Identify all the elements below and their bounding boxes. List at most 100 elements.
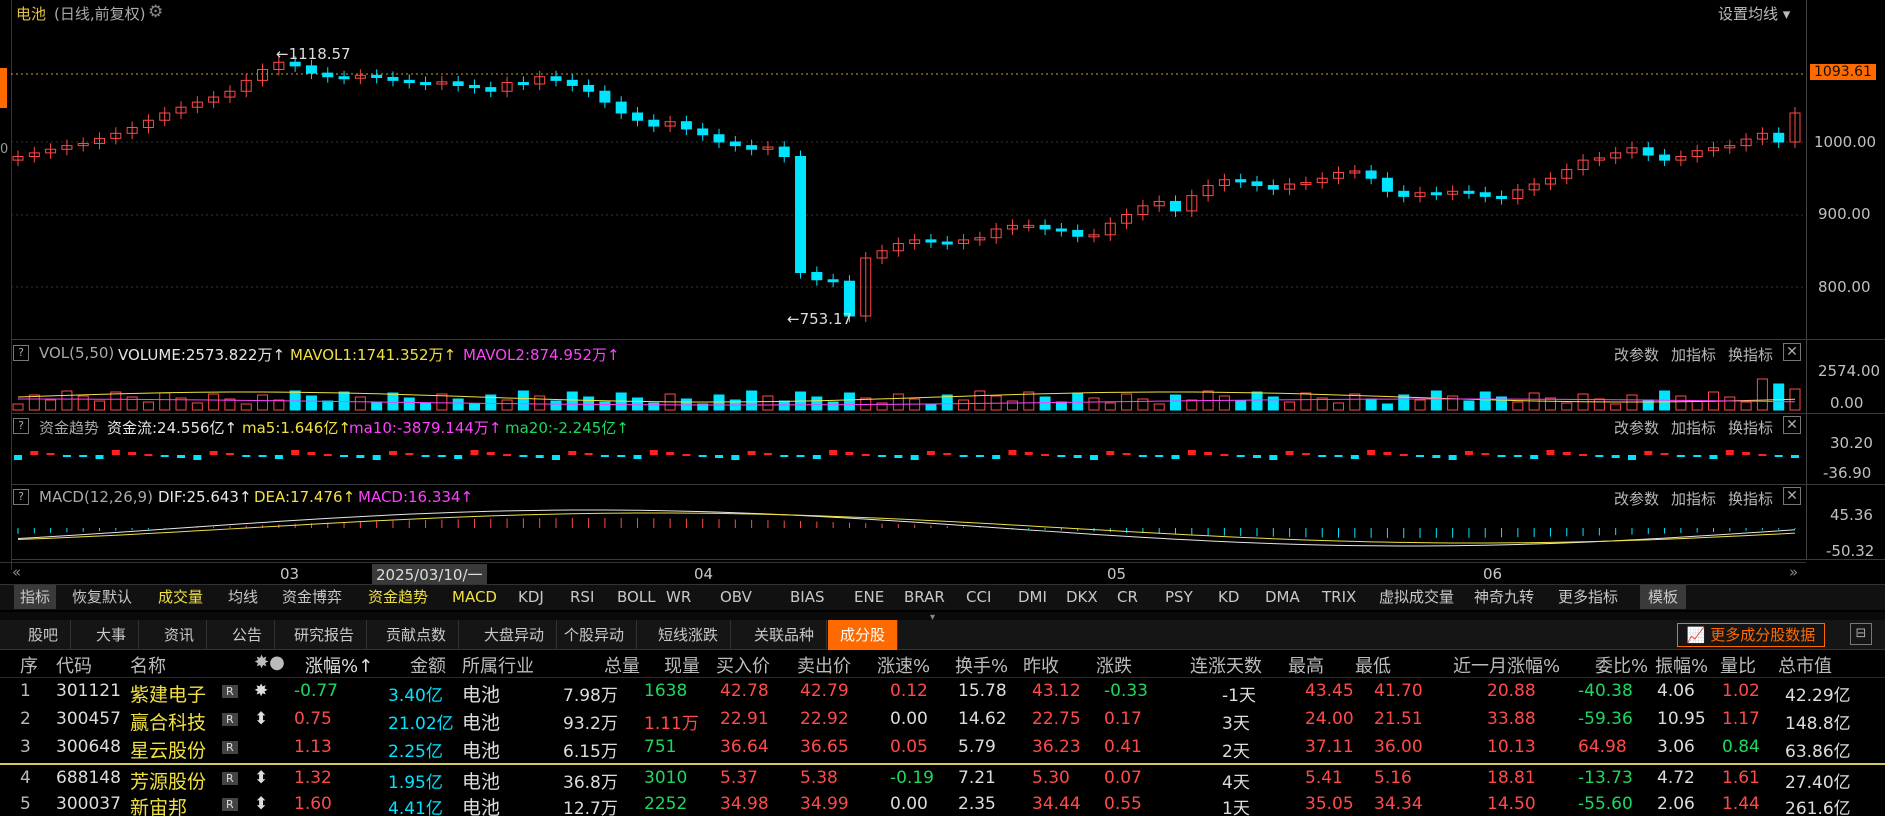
indicator-tab-15[interactable]: CCI (966, 588, 992, 606)
indicator-tab-24[interactable]: 神奇九转 (1474, 588, 1535, 606)
indicator-tab-3[interactable]: 均线 (228, 588, 259, 606)
vol-volume: VOLUME:2573.822万↑ (118, 346, 286, 364)
table-row[interactable]: 5 300037 新宙邦 R ⬍ 1.60 4.41亿 电池 12.7万 2252 34.98 34.… (0, 791, 1885, 816)
panel-splitter[interactable] (0, 612, 1885, 620)
table-cell-col11: 5.38 (800, 768, 838, 788)
bottom-tab-6[interactable]: 大盘异动 (472, 620, 558, 650)
indicator-tab-11[interactable]: OBV (720, 588, 752, 606)
bottom-tab-8[interactable]: 短线涨跌 (646, 620, 732, 650)
vol-add-link[interactable]: 加指标 (1671, 346, 1717, 364)
settings-gear-icon[interactable]: ⚙ (148, 2, 164, 22)
price-chart[interactable] (0, 0, 1885, 560)
bottom-tab-7[interactable]: 个股异动 (552, 620, 638, 650)
indicator-tab-5[interactable]: 资金趋势 (368, 588, 429, 606)
indicator-tab-25[interactable]: 更多指标 (1558, 588, 1619, 606)
indicator-tab-26[interactable]: 模板 (1640, 585, 1687, 609)
more-constituents-button[interactable]: 📈 更多成分股数据 (1677, 623, 1825, 647)
indicator-tab-4[interactable]: 资金博弈 (282, 588, 343, 606)
indicator-tab-14[interactable]: BRAR (904, 588, 945, 606)
column-header-17[interactable]: 最低 (1355, 656, 1391, 677)
indicator-tab-20[interactable]: KD (1218, 588, 1240, 606)
column-header-12[interactable]: 换手% (955, 656, 1009, 677)
ma-settings-button[interactable]: 设置均线 ▾ (1718, 5, 1791, 23)
macd-help-icon[interactable]: ? (13, 489, 29, 505)
column-header-19[interactable]: 委比% (1595, 656, 1649, 677)
indicator-tab-17[interactable]: DKX (1066, 588, 1098, 606)
indicator-tab-23[interactable]: 虚拟成交量 (1379, 588, 1455, 606)
macd-close-icon[interactable]: ✕ (1783, 487, 1801, 505)
scroll-left-icon[interactable]: « (12, 563, 22, 581)
bottom-tab-2[interactable]: 资讯 (152, 620, 208, 650)
fund-add-link[interactable]: 加指标 (1671, 419, 1717, 437)
fund-help-icon[interactable]: ? (13, 418, 29, 434)
time-axis[interactable] (0, 562, 1806, 584)
vol-params-link[interactable]: 改参数 (1614, 346, 1660, 364)
column-header-15[interactable]: 连涨天数 (1190, 656, 1262, 677)
vol-close-icon[interactable]: ✕ (1783, 343, 1801, 361)
column-header-2[interactable]: 名称 (130, 656, 166, 677)
table-cell-col14: 36.23 (1032, 737, 1081, 757)
column-header-3[interactable]: ✸● (254, 652, 285, 673)
indicator-tab-12[interactable]: BIAS (790, 588, 825, 606)
indicator-tab-2[interactable]: 成交量 (158, 588, 204, 606)
table-row[interactable]: 2 300457 赢合科技 R ⬍ 0.75 21.02亿 电池 93.2万 1.11万 22.91… (0, 706, 1885, 734)
table-cell-col18: 21.51 (1374, 709, 1423, 729)
column-header-22[interactable]: 总市值 (1778, 656, 1832, 677)
fund-switch-link[interactable]: 换指标 (1728, 419, 1774, 437)
indicator-tab-16[interactable]: DMI (1018, 588, 1047, 606)
column-header-20[interactable]: 振幅% (1655, 656, 1709, 677)
column-header-4[interactable]: 涨幅%↑ (305, 656, 374, 677)
indicator-tab-7[interactable]: KDJ (518, 588, 544, 606)
expand-panel-icon[interactable]: ⊟ (1850, 623, 1872, 645)
indicator-tab-19[interactable]: PSY (1165, 588, 1193, 606)
indicator-tab-22[interactable]: TRIX (1322, 588, 1357, 606)
indicator-tab-10[interactable]: WR (666, 588, 692, 606)
fund-close-icon[interactable]: ✕ (1783, 416, 1801, 434)
splitter-handle-icon[interactable]: ▾ (930, 612, 936, 623)
bottom-tab-10[interactable]: 成分股 (828, 620, 899, 650)
bottom-tab-0[interactable]: 股吧 (16, 620, 72, 650)
indicator-tab-6[interactable]: MACD (452, 588, 497, 606)
vol-switch-link[interactable]: 换指标 (1728, 346, 1774, 364)
macd-params-link[interactable]: 改参数 (1614, 490, 1660, 508)
column-header-9[interactable]: 买入价 (716, 656, 770, 677)
table-row[interactable]: 1 301121 紫建电子 R ✸ -0.77 3.40亿 电池 7.98万 1638 42.78 4… (0, 678, 1885, 706)
table-row[interactable]: 3 300648 星云股份 R 1.13 2.25亿 电池 6.15万 751 36.64 36.6… (0, 734, 1885, 762)
macd-add-link[interactable]: 加指标 (1671, 490, 1717, 508)
column-header-8[interactable]: 现量 (664, 656, 700, 677)
column-header-21[interactable]: 量比 (1720, 656, 1756, 677)
indicator-tab-21[interactable]: DMA (1265, 588, 1300, 606)
bottom-tab-9[interactable]: 关联品种 (742, 620, 828, 650)
bottom-tab-1[interactable]: 大事 (84, 620, 140, 650)
table-cell-col16: 3天 (1222, 714, 1250, 734)
table-cell-col21: 3.06 (1657, 737, 1695, 757)
indicator-tab-0[interactable]: 指标 (14, 585, 57, 609)
indicator-tab-9[interactable]: BOLL (617, 588, 656, 606)
bottom-tab-4[interactable]: 研究报告 (282, 620, 368, 650)
table-row[interactable]: 4 688148 芳源股份 R ⬍ 1.32 1.95亿 电池 36.8万 3010 5.37 5.3… (0, 763, 1885, 793)
column-header-16[interactable]: 最高 (1288, 656, 1324, 677)
column-header-11[interactable]: 涨速% (877, 656, 931, 677)
indicator-tab-18[interactable]: CR (1117, 588, 1138, 606)
column-header-5[interactable]: 金额 (410, 656, 446, 677)
indicator-tab-13[interactable]: ENE (854, 588, 885, 606)
scroll-right-icon[interactable]: » (1789, 563, 1799, 581)
vol-help-icon[interactable]: ? (13, 345, 29, 361)
bottom-tab-5[interactable]: 贡献点数 (374, 620, 460, 650)
table-cell-col13: 14.62 (958, 709, 1007, 729)
indicator-tab-1[interactable]: 恢复默认 (72, 588, 133, 606)
fund-params-link[interactable]: 改参数 (1614, 419, 1660, 437)
volume-bar (1544, 397, 1556, 411)
column-header-14[interactable]: 涨跌 (1096, 656, 1132, 677)
column-header-13[interactable]: 昨收 (1023, 656, 1059, 677)
column-header-10[interactable]: 卖出价 (797, 656, 851, 677)
column-header-1[interactable]: 代码 (56, 656, 92, 677)
column-header-6[interactable]: 所属行业 (462, 656, 534, 677)
fund-flow-bar (1334, 455, 1343, 457)
column-header-7[interactable]: 总量 (604, 656, 640, 677)
indicator-tab-8[interactable]: RSI (570, 588, 595, 606)
bottom-tab-3[interactable]: 公告 (220, 620, 276, 650)
macd-switch-link[interactable]: 换指标 (1728, 490, 1774, 508)
column-header-0[interactable]: 序 (20, 656, 38, 677)
column-header-18[interactable]: 近一月涨幅% (1453, 656, 1561, 677)
